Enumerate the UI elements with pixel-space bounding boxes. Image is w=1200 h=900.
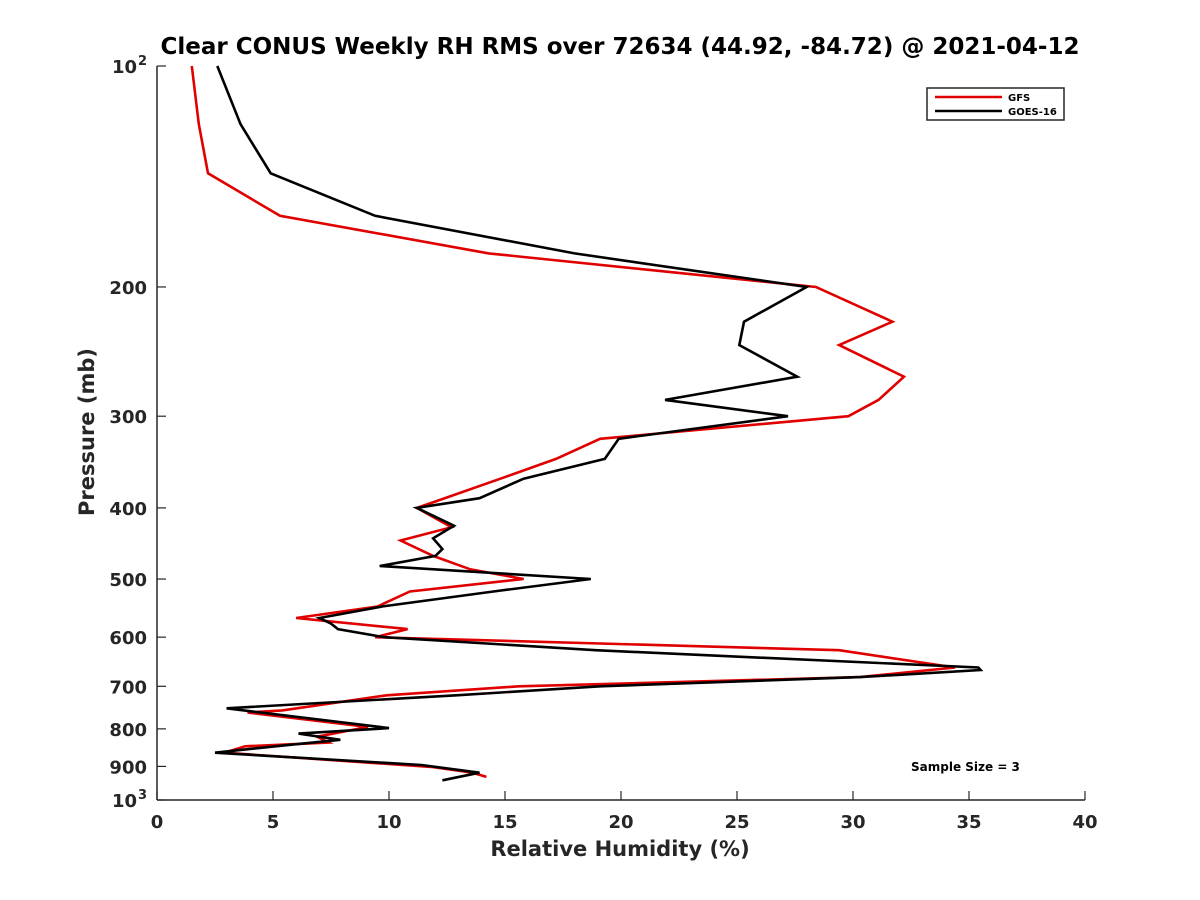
x-tick-label: 20 <box>608 812 633 833</box>
legend-box <box>926 87 1065 121</box>
y-tick-label: 300 <box>109 407 147 428</box>
chart-title: Clear CONUS Weekly RH RMS over 72634 (44… <box>161 34 1080 60</box>
x-tick-label: 40 <box>1072 812 1097 833</box>
y-axis-label: Pressure (mb) <box>75 348 99 516</box>
y-tick-label: 10 <box>112 57 137 78</box>
x-tick-label: 30 <box>840 812 865 833</box>
x-tick-label: 25 <box>724 812 749 833</box>
y-tick-label: 700 <box>109 677 147 698</box>
y-tick-exponent: 2 <box>138 54 147 69</box>
y-tick-exponent: 3 <box>138 788 147 803</box>
legend-label-goes16: GOES-16 <box>1008 107 1057 118</box>
y-tick-label: 800 <box>109 720 147 741</box>
x-tick-label: 10 <box>376 812 401 833</box>
x-tick-label: 0 <box>151 812 164 833</box>
y-tick-label: 900 <box>109 757 147 778</box>
x-tick-label: 35 <box>956 812 981 833</box>
y-tick-label: 400 <box>109 499 147 520</box>
y-tick-label: 500 <box>109 570 147 591</box>
sample-size-annotation: Sample Size = 3 <box>911 760 1020 774</box>
legend-label-gfs: GFS <box>1008 93 1030 104</box>
y-tick-label: 600 <box>109 628 147 649</box>
x-tick-label: 5 <box>267 812 280 833</box>
y-tick-label: 10 <box>112 791 137 812</box>
series-line-goes16 <box>214 65 984 782</box>
x-axis-label: Relative Humidity (%) <box>490 837 749 861</box>
x-tick-label: 15 <box>492 812 517 833</box>
y-tick-label: 200 <box>109 278 147 299</box>
legend: GFS GOES-16 <box>926 87 1065 121</box>
series-layer <box>190 65 984 782</box>
